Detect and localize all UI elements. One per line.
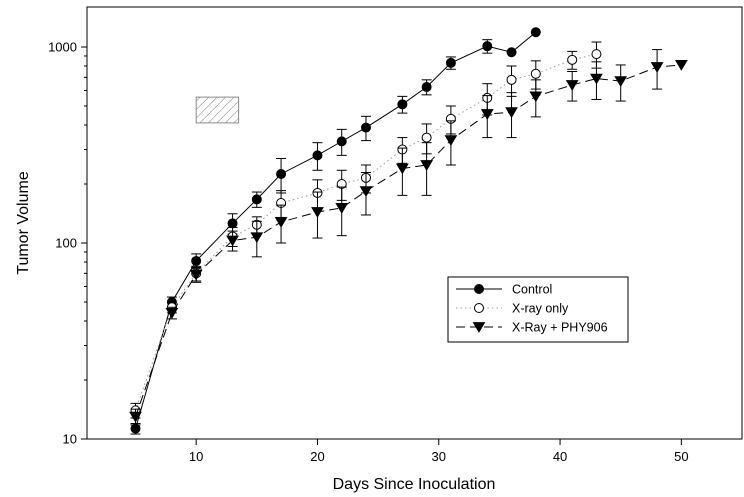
y-axis-title: Tumor Volume (15, 171, 32, 275)
data-point (480, 109, 494, 120)
data-point (226, 235, 239, 247)
data-point (311, 207, 324, 218)
x-axis-title: Days Since Inoculation (333, 476, 496, 493)
plot-frame (86, 6, 743, 440)
data-point (565, 80, 579, 91)
data-point (397, 99, 408, 110)
legend-label: X-ray only (512, 302, 569, 316)
data-point (530, 27, 541, 38)
legend-marker (474, 303, 484, 313)
data-point (360, 122, 371, 133)
data-point (395, 163, 409, 175)
x-tick-label: 20 (310, 449, 324, 464)
series-line (135, 64, 682, 417)
series-line (135, 53, 597, 411)
y-axis-ticks: 10 100 1000 (48, 40, 87, 447)
x-tick-label: 50 (674, 449, 688, 464)
legend: Control X-ray only X-Ray + PHY906 (447, 276, 629, 343)
x-axis-ticks: 10 20 30 40 50 (189, 439, 689, 464)
series-2 (129, 49, 688, 426)
data-point (614, 76, 628, 88)
data-point (650, 62, 664, 74)
data-point (444, 135, 458, 147)
data-point (227, 218, 238, 229)
data-point (276, 168, 287, 179)
data-point (130, 423, 141, 434)
data-point (674, 60, 688, 71)
legend-label: X-Ray + PHY906 (512, 321, 608, 335)
series-layer (129, 27, 688, 435)
data-point (129, 411, 142, 423)
data-point (591, 49, 602, 60)
data-point (506, 74, 517, 85)
x-tick-label: 10 (189, 449, 203, 464)
data-point (251, 194, 262, 205)
data-point (336, 136, 347, 147)
y-tick-label: 100 (55, 236, 77, 251)
data-point (567, 54, 578, 65)
data-point (312, 150, 323, 161)
y-tick-label: 1000 (48, 40, 77, 55)
data-point (165, 307, 179, 319)
data-point (506, 47, 517, 58)
data-point (530, 68, 541, 79)
data-point (250, 232, 264, 244)
data-point (420, 160, 434, 171)
data-point (421, 82, 432, 93)
data-point (421, 132, 432, 143)
data-point (590, 73, 603, 85)
legend-marker (474, 284, 484, 294)
data-point (359, 186, 373, 198)
data-point (529, 91, 543, 103)
x-tick-label: 30 (432, 449, 446, 464)
data-point (274, 217, 288, 228)
data-point (335, 203, 349, 214)
series-line (135, 31, 537, 429)
data-point (482, 41, 493, 52)
legend-marker (472, 322, 486, 333)
data-point (189, 269, 203, 281)
legend-label: Control (512, 283, 552, 297)
data-point (505, 107, 518, 119)
series-0 (130, 27, 541, 435)
y-tick-label: 10 (63, 432, 77, 447)
hatched-annotation-box (195, 96, 240, 124)
data-point (191, 255, 202, 266)
annotations (195, 96, 240, 124)
data-point (445, 57, 456, 68)
x-tick-label: 40 (553, 449, 567, 464)
